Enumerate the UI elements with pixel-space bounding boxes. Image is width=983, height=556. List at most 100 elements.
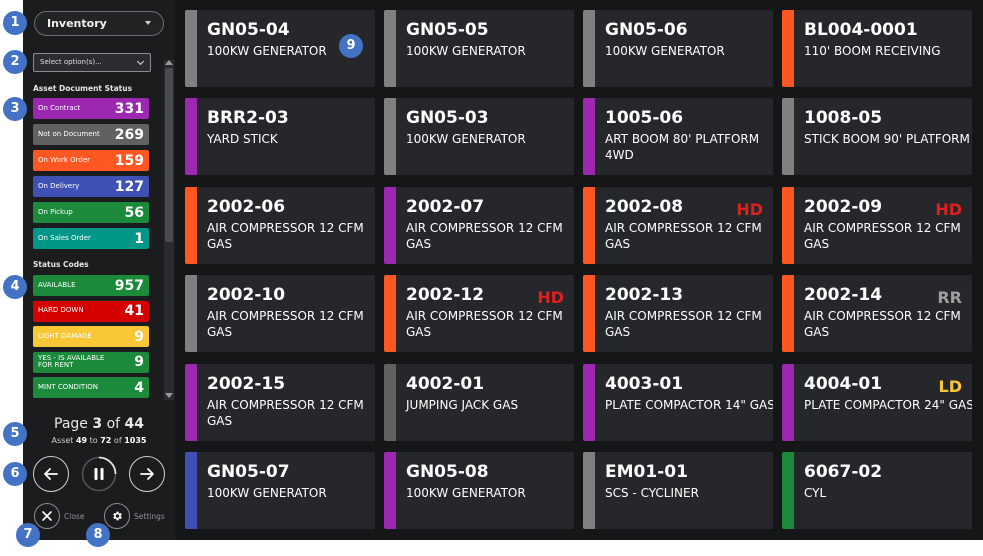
asset-card[interactable]: GN05-06 100KW GENERATOR (583, 10, 773, 87)
status-codes-item[interactable]: HARD DOWN 41 (33, 300, 149, 322)
status-codes-item[interactable]: LIGHT DAMAGE 9 (33, 326, 149, 347)
asset-card[interactable]: 2002-13 AIR COMPRESSOR 12 CFM GAS (583, 275, 773, 352)
status-code-tag: RR (937, 288, 962, 307)
status-color-bar (583, 187, 595, 264)
asset-description: 100KW GENERATOR (207, 44, 327, 58)
scroll-down-icon[interactable] (165, 393, 173, 398)
status-color-bar (782, 187, 794, 264)
asset-description: AIR COMPRESSOR 12 CFM GAS (804, 309, 961, 339)
asset-id: 4002-01 (406, 374, 485, 394)
callout-badge-3: 3 (3, 97, 27, 121)
status-color-bar (782, 275, 794, 352)
status-label: On Sales Order (38, 233, 91, 242)
status-color-bar (185, 452, 197, 529)
status-label: On Contract (38, 103, 81, 112)
asset-id: 2002-15 (207, 374, 286, 394)
close-label: Close (64, 512, 85, 521)
status-count: 9 (134, 328, 144, 345)
asset-card[interactable]: BL004-0001 110' BOOM RECEIVING (782, 10, 972, 87)
asset-description: STICK BOOM 90' PLATFORM (804, 132, 970, 146)
asset-card[interactable]: BRR2-03 YARD STICK (185, 98, 375, 175)
asset-card[interactable]: 1005-06 ART BOOM 80' PLATFORM 4WD (583, 98, 773, 175)
asset-card[interactable]: 2002-08 AIR COMPRESSOR 12 CFM GAS HD (583, 187, 773, 264)
asset-card[interactable]: 2002-07 AIR COMPRESSOR 12 CFM GAS (384, 187, 574, 264)
status-label: HARD DOWN (38, 306, 84, 315)
asset-description: 100KW GENERATOR (406, 132, 526, 146)
asset-id: GN05-06 (605, 20, 688, 40)
asset-description: 100KW GENERATOR (605, 44, 725, 58)
asset-card[interactable]: 2002-12 AIR COMPRESSOR 12 CFM GAS HD (384, 275, 574, 352)
options-select[interactable]: Select option(s)... (33, 53, 151, 72)
total-pages: 44 (124, 416, 144, 432)
asset-description: AIR COMPRESSOR 12 CFM GAS (207, 221, 364, 251)
asset-id: 1005-06 (605, 108, 684, 128)
doc-status-item[interactable]: On Work Order 159 (33, 150, 149, 171)
status-codes-item[interactable]: YES - IS AVAILABLE FOR RENT 9 (33, 351, 149, 373)
asset-card[interactable]: 2002-14 AIR COMPRESSOR 12 CFM GAS RR (782, 275, 972, 352)
prev-page-button[interactable] (33, 456, 69, 492)
status-codes-item[interactable]: AVAILABLE 957 (33, 275, 149, 296)
asset-card[interactable]: 1008-05 STICK BOOM 90' PLATFORM (782, 98, 972, 175)
status-label: Not on Document (38, 129, 100, 138)
status-label: LIGHT DAMAGE (38, 331, 92, 340)
callout-badge-8: 8 (86, 523, 110, 547)
asset-card[interactable]: EM01-01 SCS - CYCLINER (583, 452, 773, 529)
doc-status-item[interactable]: Not on Document 269 (33, 124, 149, 145)
sidebar: Inventory Select option(s)... Asset Docu… (23, 0, 175, 540)
asset-description: PLATE COMPACTOR 14" GAS (605, 398, 773, 412)
settings-button[interactable] (104, 503, 130, 529)
status-color-bar (782, 10, 794, 87)
chevron-down-icon (136, 57, 145, 66)
pause-button[interactable] (81, 456, 117, 492)
asset-id: GN05-03 (406, 108, 489, 128)
asset-description: CYL (804, 486, 827, 500)
asset-description: AIR COMPRESSOR 12 CFM GAS (605, 221, 762, 251)
status-count: 127 (114, 178, 144, 195)
status-color-bar (384, 187, 396, 264)
asset-card[interactable]: 4003-01 PLATE COMPACTOR 14" GAS (583, 364, 773, 441)
scroll-up-icon[interactable] (165, 60, 173, 65)
asset-id: 2002-08 (605, 197, 684, 217)
status-color-bar (185, 98, 197, 175)
asset-id: 2002-12 (406, 285, 485, 305)
asset-card[interactable]: GN05-08 100KW GENERATOR (384, 452, 574, 529)
doc-status-item[interactable]: On Delivery 127 (33, 176, 149, 197)
asset-card[interactable]: 4002-01 JUMPING JACK GAS (384, 364, 574, 441)
next-page-button[interactable] (129, 456, 165, 492)
to-word: to (89, 436, 98, 445)
close-button[interactable] (34, 503, 60, 529)
callout-badge-4: 4 (3, 275, 27, 299)
asset-card[interactable]: GN05-03 100KW GENERATOR (384, 98, 574, 175)
asset-card[interactable]: 6067-02 CYL (782, 452, 972, 529)
asset-card[interactable]: GN05-07 100KW GENERATOR (185, 452, 375, 529)
doc-status-item[interactable]: On Pickup 56 (33, 202, 149, 223)
asset-card[interactable]: GN05-05 100KW GENERATOR (384, 10, 574, 87)
inventory-dropdown[interactable]: Inventory (34, 11, 164, 36)
asset-card[interactable]: 2002-15 AIR COMPRESSOR 12 CFM GAS (185, 364, 375, 441)
status-count: 9 (134, 354, 144, 370)
asset-id: BRR2-03 (207, 108, 289, 128)
inventory-dropdown-label: Inventory (47, 17, 107, 30)
status-color-bar (185, 187, 197, 264)
asset-card[interactable]: 2002-06 AIR COMPRESSOR 12 CFM GAS (185, 187, 375, 264)
asset-card[interactable]: 2002-09 AIR COMPRESSOR 12 CFM GAS HD (782, 187, 972, 264)
sidebar-scrollbar[interactable] (164, 60, 174, 400)
status-label: AVAILABLE (38, 280, 76, 289)
asset-id: 4003-01 (605, 374, 684, 394)
status-label: On Work Order (38, 155, 91, 164)
asset-description: 100KW GENERATOR (207, 486, 327, 500)
pause-icon (81, 456, 117, 492)
caret-down-icon (145, 21, 151, 25)
status-count: 957 (114, 277, 144, 294)
status-label: On Delivery (38, 181, 80, 190)
doc-status-item[interactable]: On Sales Order 1 (33, 228, 149, 249)
asset-card[interactable]: 2002-10 AIR COMPRESSOR 12 CFM GAS (185, 275, 375, 352)
gear-icon (113, 511, 122, 521)
doc-status-item[interactable]: On Contract 331 (33, 98, 149, 119)
status-codes-item[interactable]: MINT CONDITION 4 (33, 377, 149, 398)
scrollbar-thumb[interactable] (165, 68, 173, 242)
close-icon (42, 511, 52, 521)
status-color-bar (185, 10, 197, 87)
callout-badge-5: 5 (3, 422, 27, 446)
asset-card[interactable]: 4004-01 PLATE COMPACTOR 24" GAS LD (782, 364, 972, 441)
